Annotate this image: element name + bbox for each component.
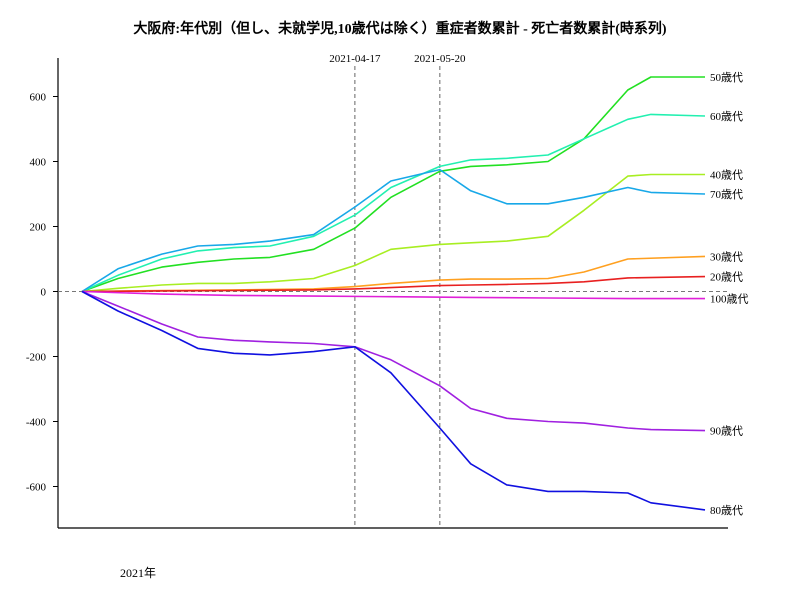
series-label: 20歳代 — [710, 271, 743, 284]
series-label: 40歳代 — [710, 169, 743, 182]
y-tick-label: -400 — [26, 417, 47, 429]
y-axis-ticks: 600 400 200 0 -200 -400 -600 — [26, 92, 58, 494]
y-tick-label: 600 — [30, 92, 47, 104]
x-axis-label: 2021年 — [120, 564, 156, 581]
series-label: 60歳代 — [710, 110, 743, 123]
series-line — [82, 175, 705, 292]
series-line — [82, 256, 705, 291]
series-label: 70歳代 — [710, 188, 743, 201]
y-tick-label: 200 — [30, 222, 47, 234]
series-lines — [82, 77, 705, 510]
y-tick-label: 0 — [41, 287, 47, 299]
series-line — [82, 292, 705, 431]
y-tick-label: -200 — [26, 352, 47, 364]
series-label: 80歳代 — [710, 504, 743, 517]
axes — [58, 58, 728, 528]
series-line — [82, 292, 705, 299]
series-label: 30歳代 — [710, 250, 743, 263]
reference-line-label: 2021-04-17 — [329, 53, 381, 65]
series-label: 100歳代 — [710, 293, 749, 306]
y-tick-label: -600 — [26, 482, 47, 494]
series-labels: 50歳代 60歳代 40歳代 70歳代 30歳代 20歳代 100歳代 90歳代 80歳代 — [710, 71, 749, 517]
series-line — [82, 292, 705, 510]
series-label: 90歳代 — [710, 425, 743, 438]
reference-line-label: 2021-05-20 — [414, 53, 466, 65]
series-label: 50歳代 — [710, 71, 743, 84]
y-tick-label: 400 — [30, 157, 47, 169]
series-line — [82, 77, 705, 292]
